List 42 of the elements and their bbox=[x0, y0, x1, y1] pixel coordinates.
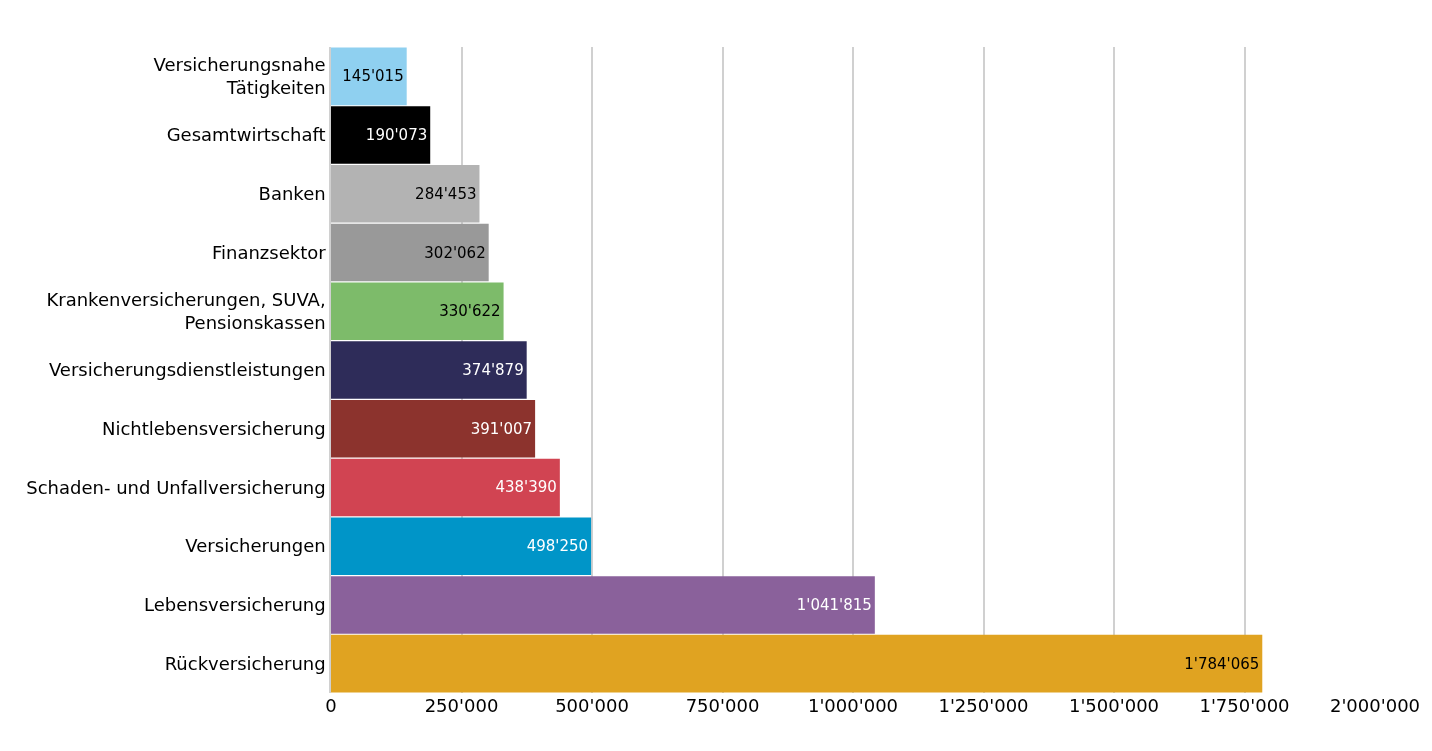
y-tick-label: Krankenversicherungen, SUVA, Pensionskassen bbox=[46, 288, 326, 334]
data-label: 1'784'065 bbox=[1184, 654, 1260, 673]
bar bbox=[331, 517, 592, 575]
bar bbox=[331, 399, 536, 458]
data-label: 190'073 bbox=[365, 126, 428, 145]
bar bbox=[331, 458, 560, 517]
bar bbox=[331, 106, 431, 164]
data-label: 302'062 bbox=[424, 243, 486, 262]
x-tick-label: 500'000 bbox=[555, 695, 629, 716]
bar bbox=[331, 223, 489, 282]
bar bbox=[331, 47, 407, 106]
data-label: 391'007 bbox=[470, 419, 533, 438]
data-label: 284'453 bbox=[415, 184, 477, 203]
x-tick-label: 750'000 bbox=[685, 695, 760, 716]
y-tick-label: Rückversicherung bbox=[164, 652, 326, 674]
bar bbox=[331, 634, 1263, 693]
y-tick-label: Schaden- und Unfallversicherung bbox=[26, 476, 326, 498]
x-tick-label: 1'500'000 bbox=[1068, 695, 1160, 716]
x-tick-label: 1'250'000 bbox=[938, 695, 1029, 716]
x-tick-label: 0 bbox=[325, 695, 337, 716]
y-tick-label: Lebensversicherung bbox=[144, 594, 326, 616]
bar bbox=[331, 576, 875, 634]
x-tick-label: 2'000'000 bbox=[1329, 695, 1421, 716]
bar bbox=[331, 282, 504, 341]
y-tick-label: Versicherungsdienstleistungen bbox=[48, 359, 326, 381]
x-tick-label: 1'750'000 bbox=[1199, 695, 1290, 716]
y-tick-label: Gesamtwirtschaft bbox=[166, 124, 326, 146]
data-label: 374'879 bbox=[462, 361, 524, 379]
bar bbox=[331, 165, 480, 223]
data-label: 498'250 bbox=[526, 537, 589, 556]
y-tick-label: Nichtlebensversicherung bbox=[101, 418, 326, 440]
y-tick-label: Finanzsektor bbox=[211, 241, 327, 263]
data-label: 1'041'815 bbox=[796, 595, 872, 614]
data-label: 330'622 bbox=[439, 302, 501, 321]
bar bbox=[331, 341, 527, 399]
x-tick-label: 250'000 bbox=[424, 695, 499, 716]
data-label: 145'015 bbox=[342, 67, 404, 86]
y-tick-label: Versicherungsnahe Tätigkeiten bbox=[153, 53, 326, 99]
y-tick-label: Banken bbox=[258, 183, 326, 205]
y-tick-label: Versicherungen bbox=[185, 535, 326, 557]
data-label: 438'390 bbox=[495, 478, 557, 497]
x-tick-label: 1'000'000 bbox=[807, 695, 899, 716]
